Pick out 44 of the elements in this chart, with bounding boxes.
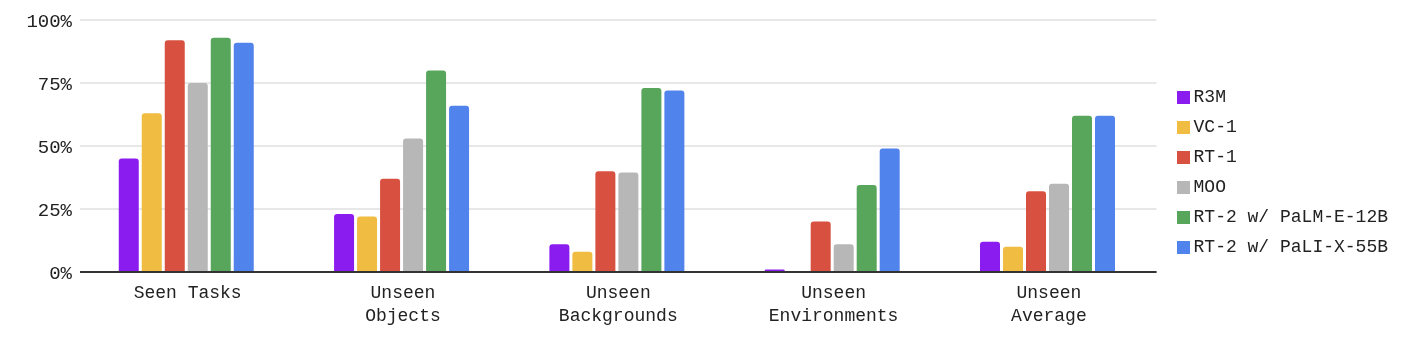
bar — [210, 37, 231, 272]
bar — [334, 214, 355, 272]
legend-label: RT-2 w/ PaLI-X-55B — [1193, 237, 1388, 257]
legend-label: RT-2 w/ PaLM-E-12B — [1193, 207, 1388, 227]
bar — [833, 244, 854, 272]
bar — [1072, 115, 1093, 272]
bar — [118, 158, 139, 272]
bar — [141, 113, 162, 272]
legend-label: RT-1 — [1193, 147, 1237, 167]
bar — [1049, 183, 1070, 272]
bar — [357, 216, 378, 272]
bar — [641, 88, 662, 272]
bar — [164, 40, 185, 272]
bar — [1026, 191, 1047, 272]
y-tick-label: 25% — [37, 199, 73, 222]
bar — [856, 185, 877, 272]
bar — [187, 83, 208, 272]
y-tick-label: 100% — [26, 10, 73, 33]
y-tick-label: 0% — [49, 262, 73, 285]
x-tick-label: Seen Tasks — [133, 283, 242, 303]
x-tick-label: Unseen Objects — [365, 283, 441, 326]
bar — [426, 70, 447, 272]
legend-label: VC-1 — [1193, 117, 1237, 137]
bar — [1003, 246, 1024, 272]
x-tick-label: Unseen Environments — [768, 283, 899, 326]
x-tick-label: Unseen Backgrounds — [558, 283, 678, 326]
y-tick-label: 50% — [37, 136, 73, 159]
bar — [572, 251, 593, 272]
bar — [980, 241, 1001, 272]
bar — [810, 221, 831, 272]
bar — [618, 172, 639, 272]
bar — [595, 171, 616, 272]
bar — [879, 148, 900, 272]
bar — [403, 138, 424, 272]
y-tick-label: 75% — [37, 73, 73, 96]
bar — [380, 178, 401, 272]
bar — [549, 244, 570, 272]
bar — [664, 90, 685, 272]
bar — [1095, 115, 1116, 272]
x-tick-label: Unseen Average — [1011, 283, 1087, 326]
bar — [233, 42, 254, 272]
legend-label: MOO — [1193, 177, 1226, 197]
bar — [449, 105, 470, 272]
legend-label: R3M — [1193, 87, 1226, 107]
